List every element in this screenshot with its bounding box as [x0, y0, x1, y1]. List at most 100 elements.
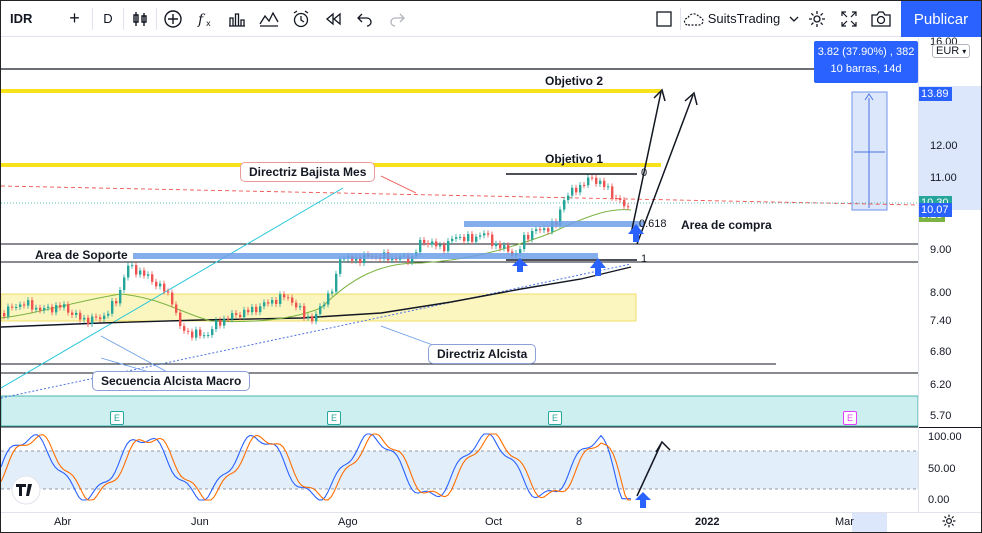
candle [135, 265, 138, 275]
candle [307, 316, 310, 318]
candle [627, 206, 630, 208]
candle [79, 312, 82, 320]
candle [559, 209, 562, 226]
currency-select[interactable]: EUR ▾ [932, 44, 971, 58]
candle [151, 274, 154, 282]
gear-icon [809, 10, 825, 27]
candle [595, 177, 598, 184]
candle [419, 239, 422, 253]
candle [603, 180, 606, 188]
candle [35, 307, 38, 310]
candle [279, 294, 282, 304]
price-label: 7.40 [930, 315, 952, 327]
symbol-search[interactable]: IDR [1, 1, 57, 37]
candle [519, 249, 522, 254]
redo-button[interactable] [381, 1, 413, 37]
projection-arrow-1-head [653, 88, 666, 102]
earnings-badge-future[interactable]: E [843, 411, 857, 425]
chart-type-button[interactable] [124, 1, 156, 37]
fullscreen-icon [841, 10, 857, 27]
replay-button[interactable] [317, 1, 349, 37]
time-label: Mar [835, 516, 854, 528]
axis-settings-button[interactable] [941, 513, 957, 532]
fullscreen-button[interactable] [833, 1, 865, 37]
add-symbol-button[interactable]: + [57, 1, 92, 37]
time-label: 8 [576, 516, 583, 528]
price-label: 8.00 [930, 287, 952, 299]
secuencia-alcista-callout[interactable]: Secuencia Alcista Macro [92, 371, 251, 391]
chart-pane[interactable]: Objetivo 2 Objetivo 1 Directriz Bajista … [1, 38, 918, 512]
support-area-bar [133, 253, 598, 259]
layout-name-label: SuitsTrading [707, 11, 781, 26]
directriz-alcista-callout[interactable]: Directriz Alcista [428, 344, 537, 364]
candle [139, 270, 142, 275]
candle [475, 236, 478, 242]
templates-button[interactable] [221, 1, 253, 37]
compare-button[interactable] [253, 1, 285, 37]
add-indicator-button[interactable] [157, 1, 189, 37]
earnings-badge[interactable]: E [327, 411, 341, 425]
candle [447, 241, 450, 252]
candle [191, 331, 194, 338]
stoch-projection-arrow [636, 443, 662, 497]
fib-level-0: 0 [641, 167, 648, 179]
candle [67, 304, 70, 313]
directriz-bajista-callout[interactable]: Directriz Bajista Mes [240, 162, 376, 182]
candle [543, 228, 546, 231]
candle [459, 236, 462, 238]
measure-time-highlight [852, 513, 887, 532]
earnings-badge[interactable]: E [548, 411, 562, 425]
candle [203, 335, 206, 337]
alert-button[interactable] [285, 1, 317, 37]
redo-icon [390, 13, 405, 27]
publish-button[interactable]: Publicar [901, 1, 981, 37]
time-label: Jun [191, 516, 209, 528]
replay-icon [325, 12, 341, 25]
earnings-badge[interactable]: E [110, 411, 124, 425]
time-label: Abr [54, 516, 72, 528]
price-label: 6.20 [930, 379, 952, 391]
oscillator-label: 50.00 [928, 463, 956, 475]
uptrend-dotted-line [1, 263, 632, 399]
candle [59, 305, 62, 308]
candle [263, 302, 266, 307]
fib-level-1: 1 [641, 253, 648, 265]
candle [523, 234, 526, 250]
candle [243, 309, 246, 318]
candle [107, 313, 110, 316]
candle [439, 244, 442, 247]
candle [611, 186, 614, 198]
candle [267, 302, 270, 304]
candle [259, 306, 262, 313]
layout-select-button[interactable] [648, 1, 680, 37]
layout-name-button[interactable]: SuitsTrading [681, 1, 801, 37]
cloud-icon [683, 12, 704, 26]
undo-button[interactable] [349, 1, 381, 37]
candle [223, 318, 226, 326]
price-axis[interactable]: 16.00 EUR ▾ 13.89 12.00 11.00 10.30 9.28… [918, 36, 981, 512]
candle [3, 313, 6, 317]
interval-button[interactable]: D [93, 1, 123, 37]
price-label: 6.80 [930, 346, 952, 358]
candle [175, 304, 178, 313]
tradingview-logo [11, 475, 41, 505]
candle [15, 307, 18, 309]
symbol-label: IDR [10, 11, 33, 26]
settings-button[interactable] [801, 1, 833, 37]
candle [491, 234, 494, 246]
candle [355, 257, 358, 261]
measure-change: 3.82 (37.90%) , 382 [817, 46, 915, 58]
candle [467, 234, 470, 242]
candle [303, 306, 306, 318]
price-label: 11.00 [930, 172, 957, 184]
price-chart[interactable] [1, 38, 918, 512]
candle [451, 238, 454, 242]
snapshot-button[interactable] [865, 1, 897, 37]
candle [455, 237, 458, 239]
time-axis[interactable]: Abr Jun Ago Oct 8 2022 Mar [1, 512, 981, 532]
candle [567, 195, 570, 201]
candle [507, 245, 510, 252]
objetivo2-label: Objetivo 2 [545, 74, 604, 88]
